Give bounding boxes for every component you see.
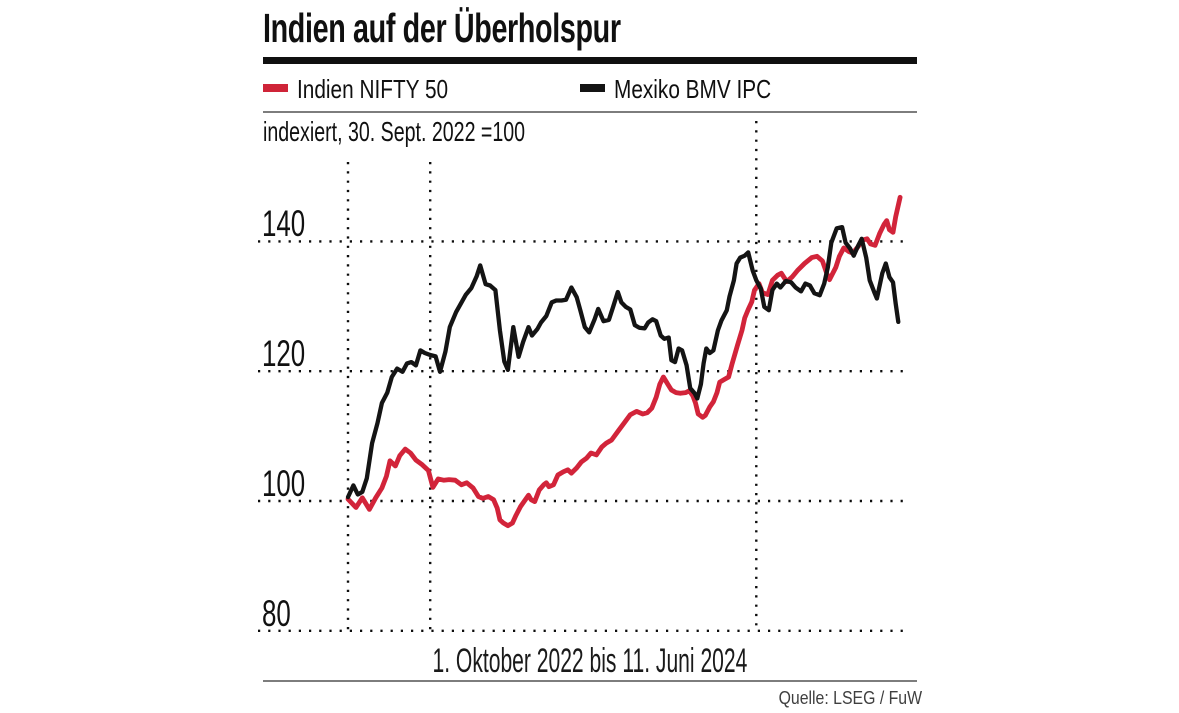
y-axis-label-120: 120 bbox=[262, 333, 306, 374]
chart-subtitle: indexiert, 30. Sept. 2022 =100 bbox=[263, 116, 526, 147]
footer-rule bbox=[263, 680, 917, 682]
page-title: Indien auf der Überholspur bbox=[263, 5, 621, 51]
y-axis-label-100: 100 bbox=[262, 463, 306, 504]
legend-rule bbox=[263, 111, 917, 113]
legend-label-nifty: Indien NIFTY 50 bbox=[297, 74, 449, 104]
source-credit: Quelle: LSEG / FuW bbox=[778, 688, 922, 708]
nifty-line-swatch bbox=[263, 84, 288, 92]
nifty-line bbox=[345, 194, 903, 529]
x-axis-caption: 1. Oktober 2022 bis 11. Juni 2024 bbox=[432, 642, 748, 680]
ipc-line bbox=[345, 224, 901, 500]
title-rule bbox=[263, 57, 917, 64]
legend-label-bmv: Mexiko BMV IPC bbox=[614, 74, 772, 104]
y-axis-label-80: 80 bbox=[262, 593, 291, 634]
y-axis-label-140: 140 bbox=[262, 203, 306, 244]
bmv-line-swatch bbox=[580, 84, 605, 92]
